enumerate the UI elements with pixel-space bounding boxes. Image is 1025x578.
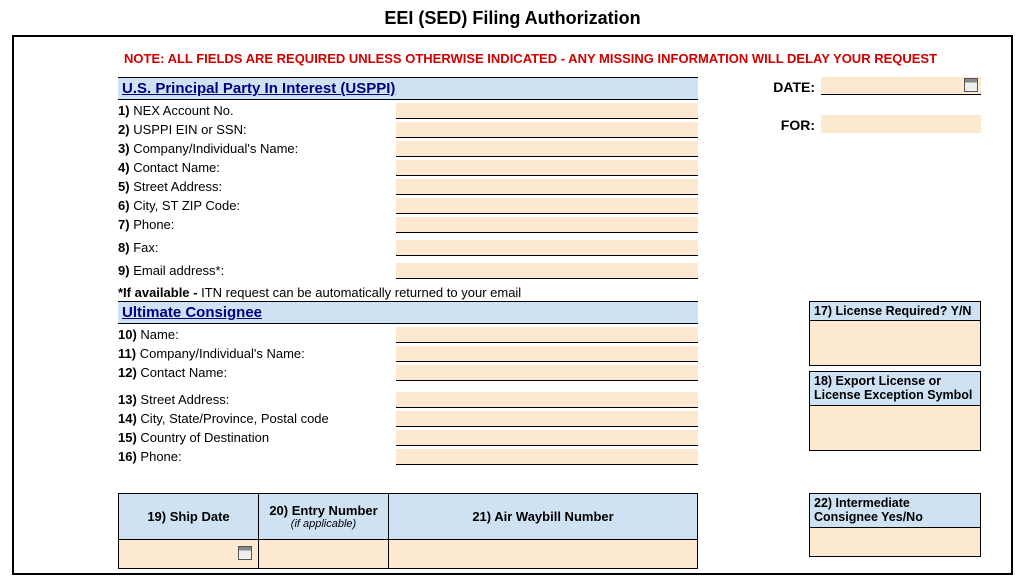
consignee-country-input[interactable] <box>396 430 698 446</box>
consignee-phone-input[interactable] <box>396 449 698 465</box>
consignee-name-input[interactable] <box>396 327 698 343</box>
form-frame: NOTE: ALL FIELDS ARE REQUIRED UNLESS OTH… <box>12 35 1013 575</box>
field-label: 8) Fax: <box>118 239 396 256</box>
itn-note: *If available - ITN request can be autom… <box>118 285 698 300</box>
consignee-company-input[interactable] <box>396 346 698 362</box>
phone-input[interactable] <box>396 217 698 233</box>
nex-account-input[interactable] <box>396 103 698 119</box>
field-label: 7) Phone: <box>118 216 396 233</box>
field-label: 10) Name: <box>118 326 396 343</box>
field-label: 12) Contact Name: <box>118 364 396 381</box>
field-label: 2) USPPI EIN or SSN: <box>118 121 396 138</box>
shipment-table: 19) Ship Date 20) Entry Number(if applic… <box>118 493 698 569</box>
street-address-input[interactable] <box>396 179 698 195</box>
intermediate-consignee-box: 22) Intermediate Consignee Yes/No <box>809 493 981 557</box>
air-waybill-input[interactable] <box>389 540 697 568</box>
ship-date-input[interactable] <box>119 540 258 568</box>
fax-input[interactable] <box>396 240 698 256</box>
field-label: 11) Company/Individual's Name: <box>118 345 396 362</box>
consignee-street-input[interactable] <box>396 392 698 408</box>
export-license-header: 18) Export License or License Exception … <box>810 372 980 406</box>
field-label: 16) Phone: <box>118 448 396 465</box>
field-label: 14) City, State/Province, Postal code <box>118 410 396 427</box>
city-zip-input[interactable] <box>396 198 698 214</box>
license-required-input[interactable] <box>810 321 980 365</box>
export-license-box: 18) Export License or License Exception … <box>809 371 981 451</box>
entry-number-header: 20) Entry Number(if applicable) <box>259 494 388 540</box>
date-input[interactable] <box>821 77 981 95</box>
consignee-header: Ultimate Consignee <box>118 301 698 324</box>
field-label: 6) City, ST ZIP Code: <box>118 197 396 214</box>
field-label: 15) Country of Destination <box>118 429 396 446</box>
page-title: EEI (SED) Filing Authorization <box>0 0 1025 35</box>
for-label: FOR: <box>781 117 815 133</box>
usppi-ein-input[interactable] <box>396 122 698 138</box>
field-label: 5) Street Address: <box>118 178 396 195</box>
usppi-header: U.S. Principal Party In Interest (USPPI) <box>118 77 698 100</box>
air-waybill-header: 21) Air Waybill Number <box>389 494 697 540</box>
license-required-box: 17) License Required? Y/N <box>809 301 981 366</box>
license-required-header: 17) License Required? Y/N <box>810 302 980 321</box>
export-license-input[interactable] <box>810 406 980 450</box>
consignee-city-input[interactable] <box>396 411 698 427</box>
calendar-icon[interactable] <box>238 546 252 560</box>
company-name-input[interactable] <box>396 141 698 157</box>
intermediate-consignee-header: 22) Intermediate Consignee Yes/No <box>810 494 980 528</box>
required-note: NOTE: ALL FIELDS ARE REQUIRED UNLESS OTH… <box>124 51 937 66</box>
field-label: 4) Contact Name: <box>118 159 396 176</box>
calendar-icon[interactable] <box>964 78 978 92</box>
field-label: 13) Street Address: <box>118 391 396 408</box>
contact-name-input[interactable] <box>396 160 698 176</box>
intermediate-consignee-input[interactable] <box>810 528 980 556</box>
field-label: 1) NEX Account No. <box>118 102 396 119</box>
for-input[interactable] <box>821 115 981 133</box>
entry-number-input[interactable] <box>259 540 388 568</box>
field-label: 3) Company/Individual's Name: <box>118 140 396 157</box>
field-label: 9) Email address*: <box>118 262 396 279</box>
email-input[interactable] <box>396 263 698 279</box>
ship-date-header: 19) Ship Date <box>119 494 258 540</box>
consignee-contact-input[interactable] <box>396 365 698 381</box>
date-label: DATE: <box>773 79 815 95</box>
